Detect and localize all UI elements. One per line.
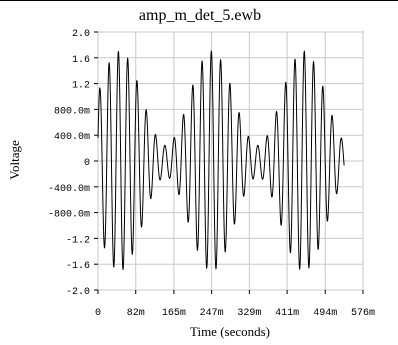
trace bbox=[97, 50, 345, 271]
y-tick-label: -2.0 bbox=[66, 287, 90, 298]
x-axis-label: Time (seconds) bbox=[190, 324, 270, 339]
x-tick-label: 576m bbox=[351, 308, 375, 319]
y-tick-label: 1.6 bbox=[72, 55, 90, 66]
x-tick-label: 0 bbox=[95, 308, 101, 319]
x-tick-label: 411m bbox=[275, 308, 299, 319]
y-tick-label: 400.0m bbox=[54, 132, 90, 143]
axes: 2.0 1.6 1.2 800.0m 400.0m 0 -400.0m -800.0m -1.2… bbox=[48, 29, 375, 319]
top-border bbox=[0, 0, 398, 1]
y-tick-label: -800.0m bbox=[48, 210, 90, 221]
am-waveform-line bbox=[97, 50, 345, 271]
y-tick-label: 1.2 bbox=[72, 81, 90, 92]
x-tick-label: 329m bbox=[237, 308, 261, 319]
x-tick-label: 494m bbox=[313, 308, 337, 319]
y-tick-label: -1.6 bbox=[66, 261, 90, 272]
chart-title: amp_m_det_5.ewb bbox=[139, 7, 261, 24]
grid bbox=[97, 31, 364, 291]
y-axis-label: Voltage bbox=[7, 140, 22, 180]
y-tick-label: 2.0 bbox=[72, 29, 90, 40]
x-tick-label: 82m bbox=[127, 308, 145, 319]
y-tick-label: 800.0m bbox=[54, 106, 90, 117]
y-tick-label: -1.2 bbox=[66, 235, 90, 246]
x-tick-label: 165m bbox=[162, 308, 186, 319]
y-tick-label: 0 bbox=[84, 158, 90, 169]
y-tick-label: -400.0m bbox=[48, 184, 90, 195]
x-tick-label: 247m bbox=[200, 308, 224, 319]
